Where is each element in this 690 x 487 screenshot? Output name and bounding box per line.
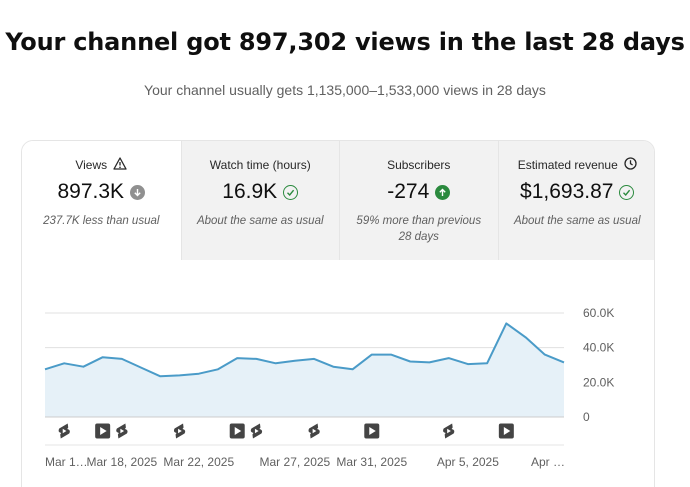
shorts-icon[interactable]	[250, 423, 263, 439]
clock-icon[interactable]	[624, 157, 637, 173]
tab-revenue-value-row: $1,693.87	[499, 179, 655, 205]
analytics-card: Views 897.3K 237.7K less than usual Watc…	[21, 140, 655, 487]
tab-views-label-row: Views	[22, 157, 181, 173]
tab-revenue-label-row: Estimated revenue	[499, 157, 655, 173]
data-point[interactable]	[389, 352, 394, 357]
tab-watch-time-label: Watch time (hours)	[209, 158, 311, 172]
shorts-icon[interactable]	[58, 423, 70, 439]
arrow-up-icon	[435, 184, 451, 200]
views-chart[interactable]: 60.0K 40.0K 20.0K 0 Mar 1…Mar 18, 2025 Mar 22…	[22, 141, 655, 487]
data-point[interactable]	[235, 356, 240, 361]
series-line	[44, 322, 565, 378]
x-tick-label: Mar 27, 2025	[260, 455, 331, 469]
check-circle-icon	[619, 184, 635, 200]
tab-views-value: 897.3K	[57, 180, 125, 203]
page-subtitle: Your channel usually gets 1,135,000–1,53…	[144, 82, 546, 98]
tab-subscribers-label: Subscribers	[387, 158, 451, 172]
data-point[interactable]	[254, 356, 259, 361]
tab-subscribers-label-row: Subscribers	[340, 157, 498, 173]
page-title: Your channel got 897,302 views in the la…	[5, 28, 685, 56]
data-point[interactable]	[81, 364, 86, 369]
data-point[interactable]	[158, 374, 163, 379]
series-area	[45, 323, 564, 417]
video-icon[interactable]	[364, 423, 380, 439]
tab-views-note: 237.7K less than usual	[43, 215, 160, 227]
tab-watch-time-label-row: Watch time (hours)	[182, 157, 340, 173]
x-tick-label: Apr …	[531, 455, 565, 469]
x-tick-label: Mar 22, 2025	[163, 455, 234, 469]
data-point[interactable]	[292, 358, 297, 363]
shorts-icon[interactable]	[443, 423, 455, 439]
data-point[interactable]	[119, 356, 124, 361]
data-point[interactable]	[523, 335, 528, 340]
shorts-icon[interactable]	[173, 423, 186, 439]
data-point[interactable]	[177, 373, 182, 378]
x-tick-label: Mar 1…	[45, 455, 88, 469]
tab-revenue[interactable]: Estimated revenue $1,693.87 About the sa…	[497, 141, 655, 260]
data-point[interactable]	[273, 361, 278, 366]
tab-views-label: Views	[75, 158, 108, 172]
data-point[interactable]	[43, 367, 48, 372]
shorts-icon[interactable]	[116, 423, 128, 439]
y-tick-label: 20.0K	[583, 375, 614, 389]
data-point[interactable]	[504, 321, 509, 326]
tab-revenue-note: About the same as usual	[513, 215, 641, 227]
warning-icon[interactable]	[113, 157, 127, 173]
video-icon[interactable]	[229, 423, 245, 439]
data-point[interactable]	[465, 362, 470, 367]
data-point[interactable]	[196, 371, 201, 376]
data-point[interactable]	[350, 367, 355, 372]
tab-watch-time[interactable]: Watch time (hours) 16.9K About the same …	[180, 141, 340, 260]
tab-watch-time-value: 16.9K	[222, 180, 278, 203]
x-tick-label: Mar 31, 2025	[336, 455, 407, 469]
tab-subscribers-value: -274	[387, 180, 430, 203]
tab-watch-time-value-row: 16.9K	[182, 179, 340, 205]
data-point[interactable]	[542, 352, 547, 357]
data-point[interactable]	[369, 352, 374, 357]
metric-tabs: Views 897.3K 237.7K less than usual Watc…	[22, 141, 655, 260]
data-point[interactable]	[216, 367, 221, 372]
video-icon[interactable]	[95, 423, 111, 439]
tab-subscribers-note: 59% more than previous 28 days	[356, 215, 482, 243]
data-point[interactable]	[446, 356, 451, 361]
data-point[interactable]	[427, 360, 432, 365]
data-point[interactable]	[139, 365, 144, 370]
video-icon[interactable]	[498, 423, 514, 439]
tab-watch-time-note: About the same as usual	[196, 215, 324, 227]
data-point[interactable]	[331, 364, 336, 369]
check-circle-icon	[283, 184, 299, 200]
tab-revenue-value: $1,693.87	[520, 180, 614, 203]
data-point[interactable]	[485, 361, 490, 366]
tab-views[interactable]: Views 897.3K 237.7K less than usual	[22, 141, 181, 260]
y-tick-label: 40.0K	[583, 341, 614, 355]
x-tick-label: Mar 18, 2025	[87, 455, 158, 469]
tab-views-value-row: 897.3K	[22, 179, 181, 205]
shorts-icon[interactable]	[308, 423, 320, 439]
y-tick-label: 60.0K	[583, 306, 614, 320]
tab-subscribers[interactable]: Subscribers -274 59% more than previous …	[339, 141, 498, 260]
data-point[interactable]	[562, 360, 567, 365]
x-tick-label: Apr 5, 2025	[437, 455, 499, 469]
y-tick-label: 0	[583, 410, 590, 424]
arrow-down-icon	[130, 184, 146, 200]
data-point[interactable]	[100, 355, 105, 360]
data-point[interactable]	[312, 356, 317, 361]
data-point[interactable]	[408, 359, 413, 364]
tab-revenue-label: Estimated revenue	[517, 158, 618, 172]
tab-subscribers-value-row: -274	[340, 179, 498, 205]
data-point[interactable]	[62, 361, 67, 366]
